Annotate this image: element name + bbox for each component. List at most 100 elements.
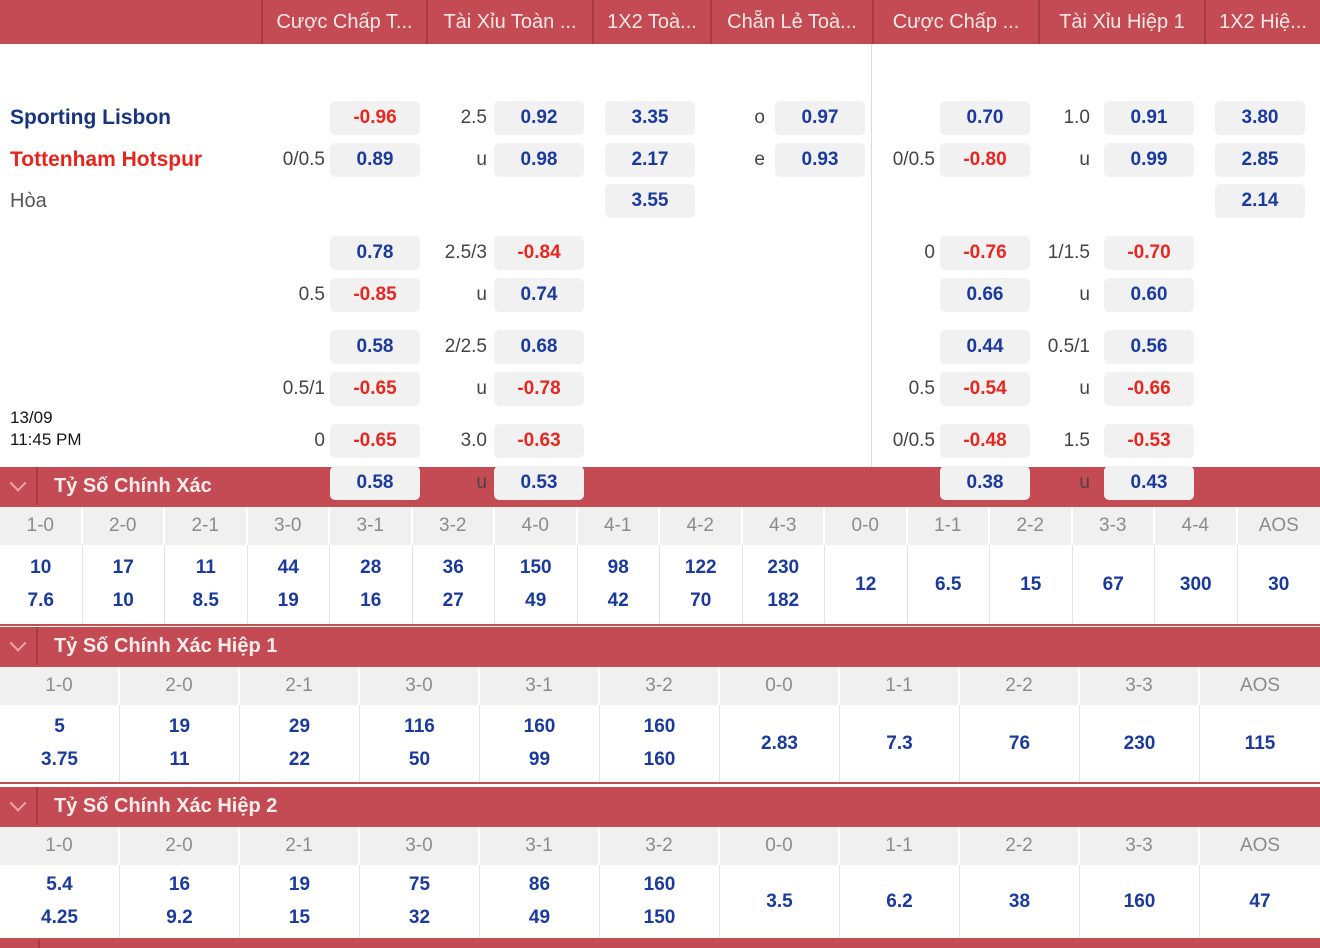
1x2-ft-odds[interactable]: 2.17 bbox=[605, 143, 695, 177]
handicap-h1-odds[interactable]: 0.66 bbox=[940, 278, 1030, 312]
score-odds-value[interactable]: 47 bbox=[1249, 890, 1271, 912]
score-odds-value[interactable]: 230 bbox=[1123, 732, 1156, 754]
score-odds-value[interactable]: 7.6 bbox=[27, 590, 54, 611]
score-odds-value[interactable]: 5 bbox=[54, 716, 65, 737]
overunder-h1-odds[interactable]: 0.43 bbox=[1104, 466, 1194, 500]
overunder-h1-odds[interactable]: -0.66 bbox=[1104, 372, 1194, 406]
score-odds-value[interactable]: 160 bbox=[643, 716, 676, 737]
score-odds-value[interactable]: 2.83 bbox=[761, 732, 798, 754]
section-header-bar[interactable]: Tỷ Số Chính Xác bbox=[0, 467, 1320, 505]
1x2-ft-odds[interactable]: 3.55 bbox=[605, 184, 695, 218]
overunder-ft-odds[interactable]: 0.98 bbox=[494, 143, 584, 177]
score-odds-value[interactable]: 160 bbox=[643, 874, 676, 895]
score-odds-value[interactable]: 42 bbox=[607, 590, 629, 611]
score-odds-value[interactable]: 160 bbox=[1123, 890, 1156, 912]
section-header-bar[interactable]: Tỷ Số Chính Xác Hiệp 2 bbox=[0, 787, 1320, 825]
1x2-ft-odds[interactable]: 3.35 bbox=[605, 101, 695, 135]
score-odds-value[interactable]: 70 bbox=[690, 590, 712, 611]
score-odds-value[interactable]: 300 bbox=[1179, 573, 1212, 595]
overunder-h1-odds[interactable]: 0.60 bbox=[1104, 278, 1194, 312]
score-odds-value[interactable]: 16 bbox=[168, 874, 191, 895]
score-odds-value[interactable]: 115 bbox=[1244, 732, 1276, 754]
score-odds-value[interactable]: 28 bbox=[360, 557, 382, 578]
handicap-ft-odds[interactable]: 0.58 bbox=[330, 466, 420, 500]
oddeven-ft-odds[interactable]: 0.93 bbox=[775, 143, 865, 177]
score-odds-value[interactable]: 49 bbox=[525, 590, 547, 611]
score-odds-value[interactable]: 6.2 bbox=[886, 890, 913, 912]
score-odds-value[interactable]: 22 bbox=[288, 749, 311, 770]
score-odds-value[interactable]: 182 bbox=[767, 590, 800, 611]
score-odds-value[interactable]: 150 bbox=[519, 557, 552, 578]
score-odds-value[interactable]: 19 bbox=[277, 590, 299, 611]
handicap-ft-odds[interactable]: 0.78 bbox=[330, 236, 420, 270]
handicap-h1-odds[interactable]: 0.44 bbox=[940, 330, 1030, 364]
score-odds-value[interactable]: 11 bbox=[169, 749, 190, 770]
handicap-ft-odds[interactable]: -0.96 bbox=[330, 101, 420, 135]
overunder-h1-odds[interactable]: 0.99 bbox=[1104, 143, 1194, 177]
handicap-h1-odds[interactable]: -0.48 bbox=[940, 424, 1030, 458]
score-odds-value[interactable]: 19 bbox=[288, 874, 311, 895]
overunder-ft-odds[interactable]: 0.74 bbox=[494, 278, 584, 312]
handicap-h1-odds[interactable]: -0.80 bbox=[940, 143, 1030, 177]
score-odds-value[interactable]: 98 bbox=[607, 557, 629, 578]
score-odds-value[interactable]: 9.2 bbox=[166, 907, 193, 928]
overunder-h1-odds[interactable]: -0.53 bbox=[1104, 424, 1194, 458]
score-odds-value[interactable]: 49 bbox=[528, 907, 551, 928]
score-odds-value[interactable]: 6.5 bbox=[935, 573, 962, 595]
overunder-ft-odds[interactable]: 0.92 bbox=[494, 101, 584, 135]
score-odds-value[interactable]: 76 bbox=[1008, 732, 1031, 754]
overunder-ft-odds[interactable]: -0.63 bbox=[494, 424, 584, 458]
score-odds-value[interactable]: 19 bbox=[168, 716, 191, 737]
1x2-h1-odds[interactable]: 2.85 bbox=[1215, 143, 1305, 177]
score-odds-value[interactable]: 44 bbox=[277, 557, 299, 578]
score-odds-value[interactable]: 150 bbox=[643, 907, 676, 928]
score-odds-value[interactable]: 3.75 bbox=[41, 749, 78, 770]
1x2-h1-odds[interactable]: 3.80 bbox=[1215, 101, 1305, 135]
score-odds-value[interactable]: 160 bbox=[643, 749, 676, 770]
score-odds-value[interactable]: 27 bbox=[442, 590, 464, 611]
score-odds-value[interactable]: 4.25 bbox=[41, 907, 78, 928]
section-header-bar[interactable]: Tỷ Số Chính Xác Hiệp 1 bbox=[0, 627, 1320, 665]
overunder-ft-odds[interactable]: -0.84 bbox=[494, 236, 584, 270]
overunder-h1-odds[interactable]: -0.70 bbox=[1104, 236, 1194, 270]
handicap-h1-odds[interactable]: -0.54 bbox=[940, 372, 1030, 406]
collapse-toggle[interactable] bbox=[0, 467, 38, 505]
score-odds-value[interactable]: 75 bbox=[408, 874, 431, 895]
next-section-bar[interactable] bbox=[0, 940, 1320, 948]
handicap-ft-odds[interactable]: -0.85 bbox=[330, 278, 420, 312]
score-odds-value[interactable]: 38 bbox=[1008, 890, 1031, 912]
score-odds-value[interactable]: 160 bbox=[523, 716, 556, 737]
score-odds-value[interactable]: 99 bbox=[528, 749, 551, 770]
score-odds-value[interactable]: 10 bbox=[112, 590, 134, 611]
collapse-toggle[interactable] bbox=[0, 627, 38, 665]
score-odds-value[interactable]: 36 bbox=[442, 557, 464, 578]
score-odds-value[interactable]: 10 bbox=[30, 557, 52, 578]
score-odds-value[interactable]: 230 bbox=[767, 557, 800, 578]
score-odds-value[interactable]: 15 bbox=[1020, 573, 1042, 595]
score-odds-value[interactable]: 67 bbox=[1102, 573, 1124, 595]
score-odds-value[interactable]: 122 bbox=[684, 557, 717, 578]
score-odds-value[interactable]: 86 bbox=[528, 874, 551, 895]
score-odds-value[interactable]: 16 bbox=[360, 590, 382, 611]
overunder-ft-odds[interactable]: 0.68 bbox=[494, 330, 584, 364]
score-odds-value[interactable]: 30 bbox=[1268, 573, 1290, 595]
score-odds-value[interactable]: 3.5 bbox=[766, 890, 793, 912]
overunder-h1-odds[interactable]: 0.91 bbox=[1104, 101, 1194, 135]
score-odds-value[interactable]: 7.3 bbox=[886, 732, 913, 754]
handicap-h1-odds[interactable]: -0.76 bbox=[940, 236, 1030, 270]
score-odds-value[interactable]: 17 bbox=[112, 557, 134, 578]
score-odds-value[interactable]: 5.4 bbox=[46, 874, 73, 895]
handicap-h1-odds[interactable]: 0.70 bbox=[940, 101, 1030, 135]
score-odds-value[interactable]: 8.5 bbox=[192, 590, 219, 611]
1x2-h1-odds[interactable]: 2.14 bbox=[1215, 184, 1305, 218]
handicap-ft-odds[interactable]: -0.65 bbox=[330, 372, 420, 406]
handicap-ft-odds[interactable]: 0.89 bbox=[330, 143, 420, 177]
score-odds-value[interactable]: 50 bbox=[408, 749, 431, 770]
score-odds-value[interactable]: 29 bbox=[288, 716, 311, 737]
collapse-toggle[interactable] bbox=[0, 787, 38, 825]
overunder-h1-odds[interactable]: 0.56 bbox=[1104, 330, 1194, 364]
overunder-ft-odds[interactable]: 0.53 bbox=[494, 466, 584, 500]
score-odds-value[interactable]: 32 bbox=[408, 907, 431, 928]
score-odds-value[interactable]: 116 bbox=[404, 716, 435, 737]
score-odds-value[interactable]: 15 bbox=[288, 907, 311, 928]
